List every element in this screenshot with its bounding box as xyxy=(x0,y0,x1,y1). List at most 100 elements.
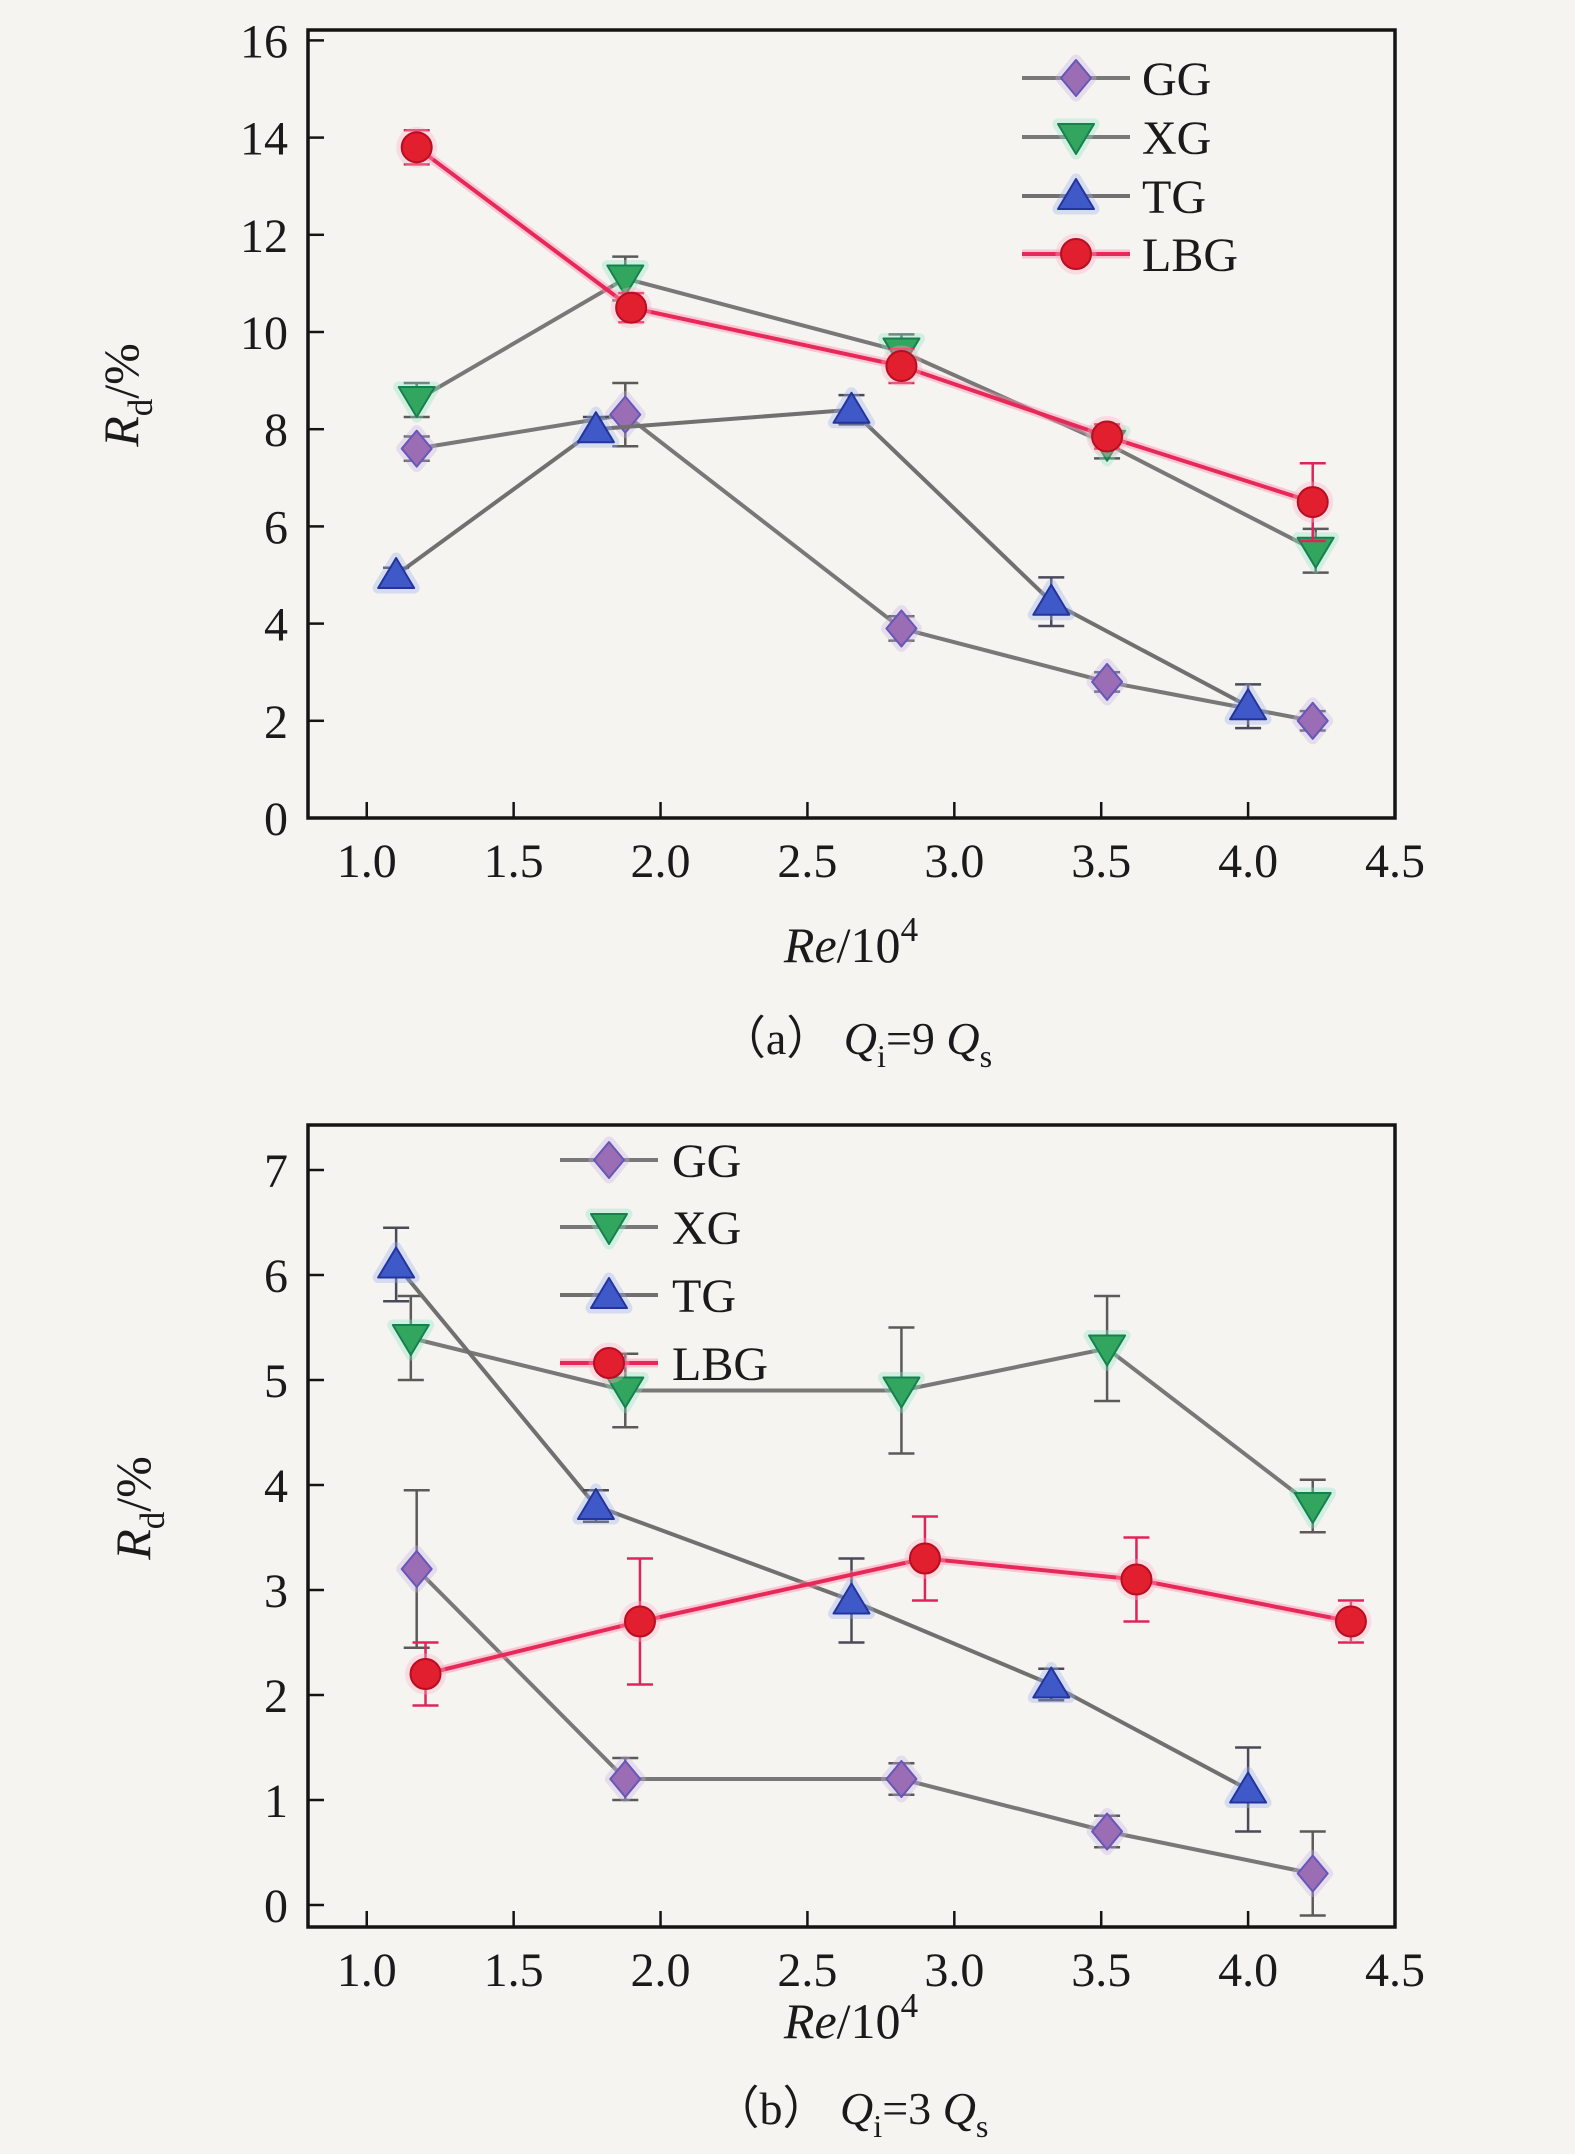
marker xyxy=(1229,688,1268,721)
legend-label-LBG: LBG xyxy=(1142,229,1238,282)
x-tick-label: 4.0 xyxy=(1218,1944,1278,1997)
legend-item-GG: GG xyxy=(560,1135,741,1188)
plot-frame xyxy=(306,28,1397,820)
marker xyxy=(400,131,433,164)
series-line-TG xyxy=(394,407,1250,708)
legend-item-TG: TG xyxy=(560,1270,736,1323)
marker xyxy=(377,1246,416,1279)
x-tick-label: 2.0 xyxy=(631,1944,691,1997)
y-tick-label: 16 xyxy=(240,15,288,68)
marker xyxy=(1060,59,1092,97)
x-tick-label: 3.0 xyxy=(924,835,984,888)
y-tick-label: 10 xyxy=(240,307,288,360)
marker xyxy=(1296,701,1329,740)
y-tick-label: 6 xyxy=(264,1250,288,1303)
marker xyxy=(377,557,416,589)
series-XG xyxy=(387,1294,1337,1534)
marker xyxy=(1057,123,1095,155)
marker xyxy=(593,1141,625,1179)
x-tick-label: 2.0 xyxy=(631,835,691,888)
marker xyxy=(1032,1666,1071,1699)
marker xyxy=(885,609,918,648)
series-TG xyxy=(372,1226,1272,1833)
marker xyxy=(409,1658,442,1690)
legend-item-XG: XG xyxy=(1022,112,1211,165)
y-tick-label: 8 xyxy=(264,404,288,457)
legend-label-XG: XG xyxy=(1142,112,1211,165)
marker xyxy=(1296,486,1329,519)
marker xyxy=(576,411,615,444)
marker xyxy=(1057,178,1095,210)
y-tick-label: 7 xyxy=(264,1145,288,1198)
x-tick-label: 3.0 xyxy=(924,1944,984,1997)
y-tick-label: 0 xyxy=(264,793,288,846)
marker xyxy=(606,264,645,297)
y-tick-label: 1 xyxy=(264,1775,288,1828)
x-tick-label: 4.5 xyxy=(1365,1944,1425,1997)
legend-item-XG: XG xyxy=(560,1202,741,1255)
y-tick-label: 12 xyxy=(240,210,288,263)
legend-label-XG: XG xyxy=(672,1202,741,1255)
legend-label-GG: GG xyxy=(1142,53,1211,106)
marker xyxy=(590,1213,628,1245)
x-tick-label: 3.5 xyxy=(1071,835,1131,888)
marker xyxy=(606,1376,645,1409)
series-line-XG xyxy=(410,1336,1314,1508)
chart-a: 1.0 1.5 2.0 2.5 3.0 3.5 4.0 4.5 0 2 4 6 8 10 12 14 16 Rd/… xyxy=(93,15,1425,1073)
y-tick-label: 3 xyxy=(264,1565,288,1618)
series-LBG xyxy=(396,126,1334,543)
marker xyxy=(832,391,871,424)
marker xyxy=(1091,1812,1124,1851)
marker xyxy=(882,1376,921,1409)
marker xyxy=(397,386,436,419)
legend-item-LBG: LBG xyxy=(1022,229,1238,282)
marker xyxy=(885,350,918,383)
y-axis-label: Rd/% xyxy=(105,1456,172,1561)
marker xyxy=(908,1542,941,1575)
x-tick-label: 1.5 xyxy=(484,835,544,888)
marker xyxy=(623,1605,656,1638)
x-tick-label: 2.5 xyxy=(777,835,837,888)
marker xyxy=(590,1277,628,1309)
marker xyxy=(609,395,642,434)
x-axis-label: Re/104 xyxy=(783,1986,918,2049)
legend-label-TG: TG xyxy=(1142,171,1206,224)
x-axis-label: Re/104 xyxy=(783,910,918,973)
marker xyxy=(1296,536,1335,569)
series-GG xyxy=(396,1489,1334,1917)
marker xyxy=(1032,583,1071,616)
marker xyxy=(1091,420,1124,453)
y-tick-label: 0 xyxy=(264,1880,288,1933)
series-GG xyxy=(396,381,1334,745)
marker xyxy=(576,1488,615,1520)
y-tick-label: 6 xyxy=(264,501,288,554)
y-tick-label: 5 xyxy=(264,1355,288,1408)
x-tick-label: 3.5 xyxy=(1071,1944,1131,1997)
legend-b: GG XG TG LBG xyxy=(560,1135,768,1391)
series-LBG xyxy=(405,1515,1372,1707)
marker xyxy=(593,1347,625,1379)
x-tick-label: 1.0 xyxy=(337,1944,397,1997)
marker xyxy=(1293,1492,1332,1524)
y-tick-label: 4 xyxy=(264,1460,288,1513)
chart-b: 1.0 1.5 2.0 2.5 3.0 3.5 4.0 4.5 0 1 2 3 4 5 6 7 Rd/% Re/1… xyxy=(105,1123,1425,2144)
marker xyxy=(1296,1854,1329,1893)
x-tick-label: 1.0 xyxy=(337,835,397,888)
y-tick-label: 2 xyxy=(264,1670,288,1723)
marker xyxy=(391,1324,430,1356)
legend-label-GG: GG xyxy=(672,1135,741,1188)
marker xyxy=(1120,1563,1153,1596)
y-tick-label: 2 xyxy=(264,696,288,749)
x-tick-label: 2.5 xyxy=(777,1944,837,1997)
legend-item-LBG: LBG xyxy=(560,1338,768,1391)
series-TG xyxy=(372,387,1272,730)
x-tick-label: 4.5 xyxy=(1365,835,1425,888)
marker xyxy=(609,1760,642,1798)
legend-item-GG: GG xyxy=(1022,53,1211,106)
legend-item-TG: TG xyxy=(1022,171,1206,224)
x-tick-label: 1.5 xyxy=(484,1944,544,1997)
x-tick-label: 4.0 xyxy=(1218,835,1278,888)
